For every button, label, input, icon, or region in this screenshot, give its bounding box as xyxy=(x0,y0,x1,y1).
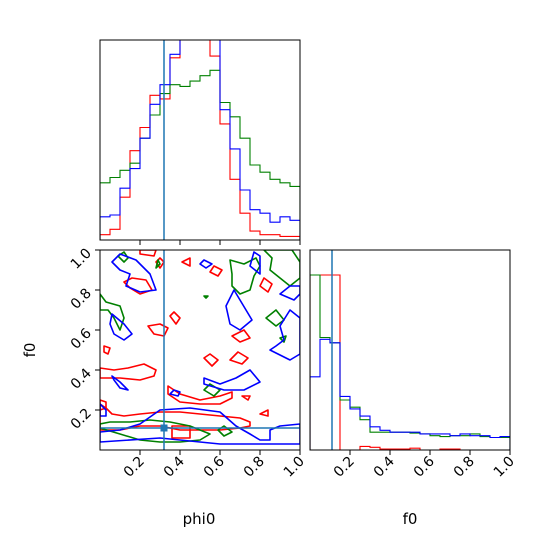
contour-red-6 xyxy=(147,323,169,337)
contour-blue-34 xyxy=(100,403,107,417)
contour-red-7 xyxy=(169,311,181,325)
contour-green-23 xyxy=(155,259,161,269)
joint-contours xyxy=(100,250,300,445)
contour-blue-38 xyxy=(269,309,300,361)
top-hist-green xyxy=(100,69,300,240)
contour-blue-40 xyxy=(169,389,181,397)
right-hist-red xyxy=(310,274,510,450)
right-x-tick-label: 0.2 xyxy=(331,454,358,481)
joint-x-tick-label: 1.0 xyxy=(281,454,308,481)
joint-x-tick-label: 0.6 xyxy=(201,453,228,480)
x-axis-title-phi0: phi0 xyxy=(183,510,216,528)
top-hist-blue xyxy=(100,40,300,240)
contour-blue-37 xyxy=(249,251,261,275)
joint-y-tick-label: 0.6 xyxy=(68,325,95,352)
y-axis-title-f0: f0 xyxy=(21,343,39,358)
contour-blue-41 xyxy=(199,259,213,269)
contour-red-4 xyxy=(167,385,233,405)
contour-red-2 xyxy=(100,399,107,411)
contour-green-19 xyxy=(100,419,211,443)
panels xyxy=(99,39,511,451)
top-histograms xyxy=(100,40,300,240)
contour-blue-32 xyxy=(109,313,133,341)
contour-red-10 xyxy=(229,351,249,365)
contour-blue-31 xyxy=(111,253,157,293)
contour-blue-35 xyxy=(203,369,261,391)
right-histograms xyxy=(310,274,510,450)
contour-red-8 xyxy=(203,353,219,367)
joint-y-tick-label: 0.2 xyxy=(68,406,95,433)
right-x-tick-label: 0.4 xyxy=(371,453,398,480)
contour-red-18 xyxy=(259,409,269,417)
contour-red-12 xyxy=(139,250,157,257)
joint-x-tick-label: 0.8 xyxy=(241,454,268,481)
joint-x-tick-label: 0.4 xyxy=(161,453,188,480)
contour-blue-39 xyxy=(279,285,300,301)
contour-red-17 xyxy=(241,395,251,401)
contour-green-24 xyxy=(229,257,261,295)
right-panel-frame xyxy=(309,249,511,451)
truth-marker xyxy=(160,424,168,432)
x-axis-title-f0: f0 xyxy=(403,510,418,528)
contour-blue-33 xyxy=(111,375,129,391)
joint-y-tick-label: 1.0 xyxy=(68,246,95,273)
contour-green-29 xyxy=(203,295,209,299)
contour-blue-30 xyxy=(100,407,300,445)
contour-green-25 xyxy=(263,250,300,287)
contour-red-3 xyxy=(100,363,157,381)
joint-panel-frame xyxy=(99,249,301,451)
contour-red-14 xyxy=(181,257,191,267)
right-x-tick-label: 1.0 xyxy=(491,454,518,481)
joint-x-tick-label: 0.2 xyxy=(121,454,148,481)
contour-red-1 xyxy=(171,425,191,439)
joint-y-tick-label: 0.4 xyxy=(68,365,95,392)
contour-red-9 xyxy=(231,329,251,343)
contour-red-0 xyxy=(100,403,251,431)
contour-green-21 xyxy=(100,293,125,331)
right-hist-blue xyxy=(310,338,510,450)
right-x-tick-label: 0.6 xyxy=(411,453,438,480)
contour-red-5 xyxy=(103,345,111,355)
top-hist-red xyxy=(100,40,300,240)
right-x-tick-label: 0.8 xyxy=(451,454,478,481)
contour-green-22 xyxy=(117,251,129,263)
contour-red-15 xyxy=(209,265,223,277)
contour-red-16 xyxy=(259,277,273,293)
joint-y-tick-label: 0.8 xyxy=(68,286,95,313)
top-panel-frame xyxy=(99,39,301,241)
contour-blue-36 xyxy=(225,289,253,331)
